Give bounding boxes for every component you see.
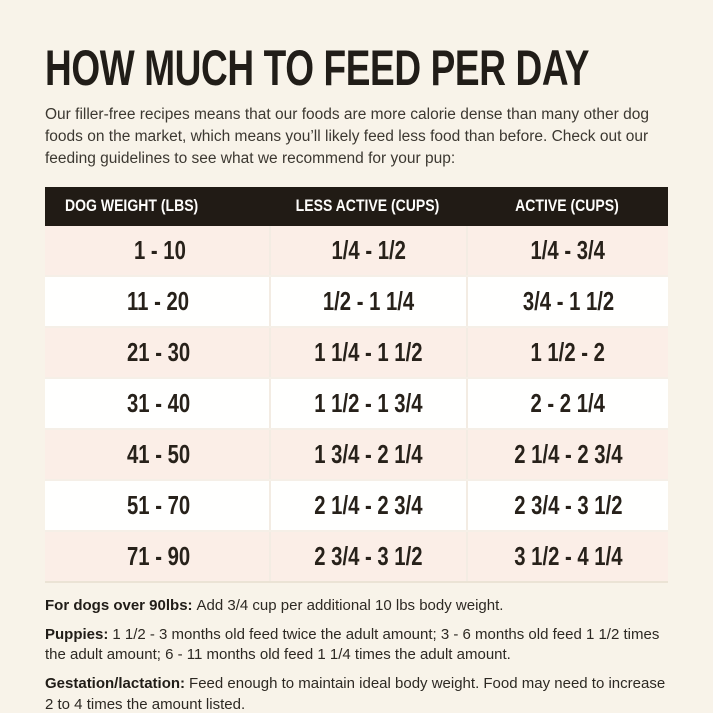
note-puppies-label: Puppies: — [45, 625, 109, 643]
table-row: 11 - 20 1/2 - 1 1/4 3/4 - 1 1/2 — [45, 277, 668, 328]
cell-active: 1/4 - 3/4 — [466, 226, 668, 275]
table-row: 31 - 40 1 1/2 - 1 3/4 2 - 2 1/4 — [45, 379, 668, 430]
cell-active: 3 1/2 - 4 1/4 — [466, 532, 668, 581]
note-over-90lbs-label: For dogs over 90lbs: — [45, 597, 193, 614]
header-active-label: ACTIVE (CUPS) — [515, 197, 619, 215]
cell-active: 2 - 2 1/4 — [466, 379, 668, 428]
header-active: ACTIVE (CUPS) — [466, 187, 668, 226]
cell-weight: 1 - 10 — [133, 235, 186, 265]
feeding-table: DOG WEIGHT (LBS) LESS ACTIVE (CUPS) ACTI… — [45, 187, 668, 583]
cell-less-active: 1 1/2 - 1 3/4 — [269, 379, 466, 428]
header-dog-weight-label: DOG WEIGHT (LBS) — [65, 197, 199, 215]
note-over-90lbs: For dogs over 90lbs: Add 3/4 cup per addi… — [45, 596, 675, 617]
header-dog-weight: DOG WEIGHT (LBS) — [45, 187, 269, 226]
table-row: 1 - 10 1/4 - 1/2 1/4 - 3/4 — [45, 226, 668, 277]
page-title: HOW MUCH TO FEED PER DAY — [45, 40, 668, 96]
cell-less-active: 2 1/4 - 2 3/4 — [269, 481, 466, 530]
table-header-row: DOG WEIGHT (LBS) LESS ACTIVE (CUPS) ACTI… — [45, 187, 668, 226]
cell-active: 2 3/4 - 3 1/2 — [466, 481, 668, 530]
cell-active: 1 1/2 - 2 — [466, 328, 668, 377]
cell-active: 2 1/4 - 2 3/4 — [466, 430, 668, 479]
note-over-90lbs-text: Add 3/4 cup per additional 10 lbs body w… — [196, 597, 504, 614]
note-gestation-text: Feed enough to maintain ideal body weigh… — [45, 675, 666, 713]
cell-weight: 21 - 30 — [126, 337, 190, 367]
note-puppies: Puppies: 1 1/2 - 3 months old feed twice … — [45, 625, 675, 666]
header-less-active: LESS ACTIVE (CUPS) — [269, 187, 466, 226]
cell-less-active: 2 3/4 - 3 1/2 — [269, 532, 466, 581]
table-row: 41 - 50 1 3/4 - 2 1/4 2 1/4 - 2 3/4 — [45, 430, 668, 481]
cell-less-active: 1/2 - 1 1/4 — [269, 277, 466, 326]
cell-weight: 41 - 50 — [126, 439, 190, 469]
note-gestation: Gestation/lactation: Feed enough to maint… — [45, 674, 675, 713]
cell-less-active: 1 1/4 - 1 1/2 — [269, 328, 466, 377]
table-row: 21 - 30 1 1/4 - 1 1/2 1 1/2 - 2 — [45, 328, 668, 379]
table-row: 71 - 90 2 3/4 - 3 1/2 3 1/2 - 4 1/4 — [45, 532, 668, 583]
cell-active: 3/4 - 1 1/2 — [466, 277, 668, 326]
note-puppies-text: 1 1/2 - 3 months old feed twice the adul… — [45, 625, 660, 664]
footnotes: For dogs over 90lbs: Add 3/4 cup per addi… — [45, 596, 675, 713]
cell-weight: 11 - 20 — [127, 286, 190, 316]
cell-less-active: 1 3/4 - 2 1/4 — [269, 430, 466, 479]
cell-weight: 51 - 70 — [126, 490, 190, 520]
cell-weight: 31 - 40 — [126, 388, 190, 418]
table-row: 51 - 70 2 1/4 - 2 3/4 2 3/4 - 3 1/2 — [45, 481, 668, 532]
note-gestation-label: Gestation/lactation: — [45, 675, 186, 693]
cell-less-active: 1/4 - 1/2 — [269, 226, 466, 275]
header-less-active-label: LESS ACTIVE (CUPS) — [295, 197, 440, 215]
cell-weight: 71 - 90 — [126, 541, 190, 571]
intro-paragraph: Our filler-free recipes means that our f… — [45, 106, 649, 167]
page-title-text: HOW MUCH TO FEED PER DAY — [45, 40, 590, 96]
